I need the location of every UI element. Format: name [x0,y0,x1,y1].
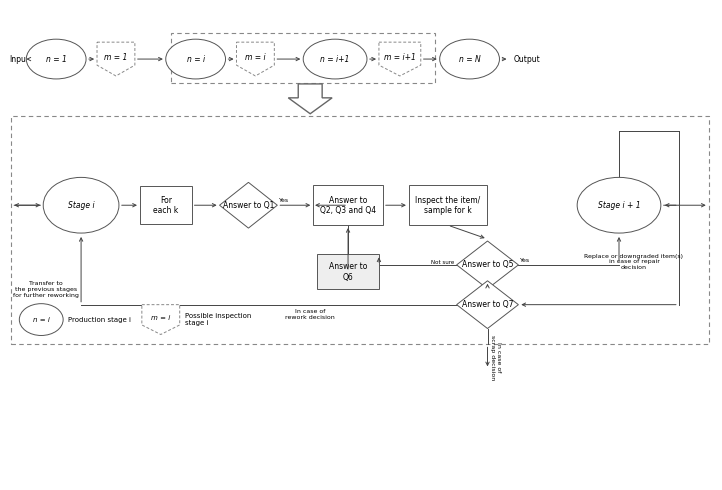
Text: Answer to Q5: Answer to Q5 [462,260,513,270]
Polygon shape [456,281,518,328]
Text: Answer to Q1: Answer to Q1 [223,201,274,210]
Text: Possible inspection
stage i: Possible inspection stage i [185,313,251,326]
Ellipse shape [43,177,119,233]
Text: n = i+1: n = i+1 [321,54,349,64]
Ellipse shape [26,39,86,79]
Bar [140,186,191,224]
Polygon shape [456,241,518,289]
Polygon shape [288,84,332,114]
Text: Answer to
Q2, Q3 and Q4: Answer to Q2, Q3 and Q4 [320,196,376,215]
Text: m = 1: m = 1 [104,52,128,62]
Text: Transfer to
the previous stages
for further reworking: Transfer to the previous stages for furt… [13,281,79,298]
Polygon shape [237,42,274,76]
Bar [313,185,383,225]
Text: Yes: Yes [279,198,290,203]
Ellipse shape [19,304,63,336]
Text: Yes: Yes [521,258,531,263]
Bar [170,33,435,83]
Text: Inspect the item/
sample for k: Inspect the item/ sample for k [415,196,480,215]
Text: m = i: m = i [245,52,266,62]
Text: n = i: n = i [32,317,50,322]
Text: Answer to
Q6: Answer to Q6 [329,262,367,282]
Text: Answer to Q7: Answer to Q7 [462,300,513,309]
Polygon shape [219,182,277,228]
Text: Stage i + 1: Stage i + 1 [598,201,640,210]
Bar [12,116,709,344]
Text: m = i+1: m = i+1 [384,52,416,62]
Ellipse shape [577,177,661,233]
Bar [317,254,379,289]
Polygon shape [379,42,421,76]
Text: Output: Output [513,54,540,64]
Text: Production stage i: Production stage i [68,317,131,322]
Ellipse shape [303,39,367,79]
Polygon shape [142,305,180,335]
Text: Input: Input [9,54,30,64]
Text: Stage i: Stage i [68,201,95,210]
Text: n = 1: n = 1 [45,54,66,64]
Text: n = i: n = i [186,54,205,64]
Text: In case of
rework decision: In case of rework decision [285,309,335,320]
Text: n = N: n = N [458,54,480,64]
Text: For
each k: For each k [153,196,178,215]
Text: Not sure: Not sure [431,260,455,266]
Text: No: No [490,292,495,300]
Ellipse shape [440,39,500,79]
Text: In case of
scrap decision: In case of scrap decision [490,335,501,380]
Text: Replace or downgraded item(s)
in case of repair
decision: Replace or downgraded item(s) in case of… [584,254,684,270]
Text: m = i: m = i [151,315,170,321]
Bar [409,185,487,225]
Polygon shape [97,42,135,76]
Ellipse shape [166,39,225,79]
